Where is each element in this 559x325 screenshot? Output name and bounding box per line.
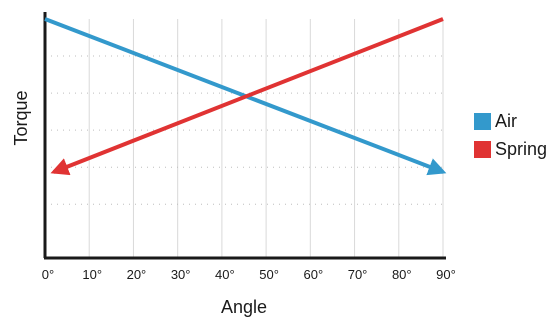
x-tick-label: 90°	[436, 267, 456, 282]
legend-swatch-spring	[474, 140, 491, 158]
x-tick-label: 80°	[392, 267, 412, 282]
axes	[43, 12, 446, 260]
series-layer	[44, 17, 447, 176]
x-tick-label: 10°	[82, 267, 102, 282]
legend-label-spring: Spring	[495, 138, 548, 159]
x-tick-label: 70°	[348, 267, 368, 282]
grid-lines	[45, 19, 444, 258]
x-axis-title: Angle	[221, 297, 267, 317]
x-tick-label: 30°	[171, 267, 191, 282]
legend-swatch-air	[474, 112, 491, 130]
x-tick-label: 40°	[215, 267, 235, 282]
legend-item-spring: Spring	[474, 137, 547, 161]
x-tick-label: 60°	[303, 267, 323, 282]
x-tick-labels: 0° 10° 20° 30° 40° 50° 60° 70° 80° 90°	[42, 267, 456, 282]
legend: Air Spring	[474, 109, 547, 165]
legend-item-air: Air	[474, 109, 547, 133]
series-line-spring	[50, 17, 444, 176]
y-axis-title: Torque	[11, 90, 31, 145]
x-tick-label: 50°	[259, 267, 279, 282]
legend-label-air: Air	[495, 110, 517, 131]
x-tick-label: 0°	[42, 267, 54, 282]
x-tick-label: 20°	[127, 267, 147, 282]
